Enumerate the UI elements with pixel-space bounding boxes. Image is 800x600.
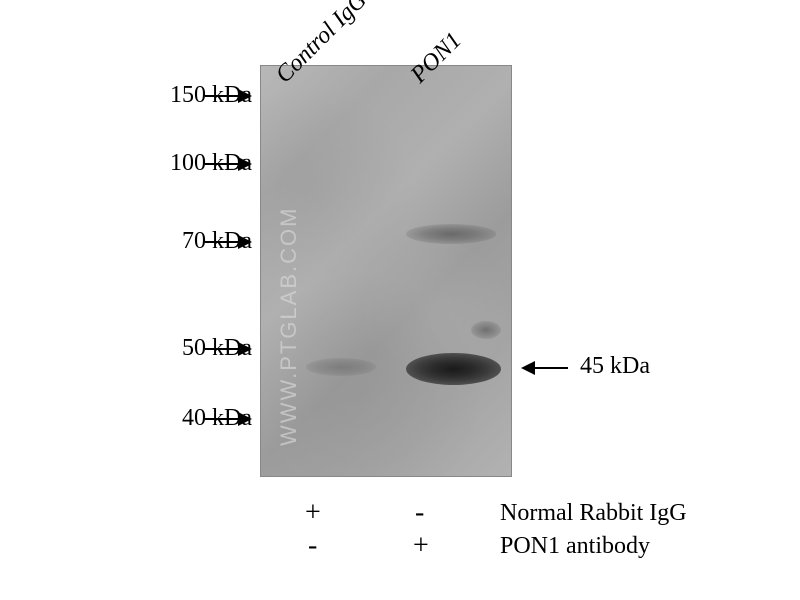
arrow-detected-band <box>518 367 568 369</box>
condition-r1-l1: + <box>305 497 321 529</box>
condition-r1-l2: - <box>415 497 424 529</box>
blot-membrane: WWW.PTGLAB.COM <box>260 65 512 477</box>
blot-figure-container: WWW.PTGLAB.COM 150 kDa 100 kDa 70 kDa 50… <box>0 0 800 600</box>
condition-r2-label: PON1 antibody <box>500 533 650 560</box>
condition-r1-label: Normal Rabbit IgG <box>500 500 687 527</box>
arrow-marker-50 <box>205 348 255 350</box>
arrow-marker-150 <box>205 95 255 97</box>
arrow-marker-40 <box>205 418 255 420</box>
band-pon1-50kda-region <box>471 321 501 339</box>
arrow-marker-70 <box>205 241 255 243</box>
condition-r2-l1: - <box>308 530 317 562</box>
detected-band-label: 45 kDa <box>580 353 650 380</box>
blot-texture <box>261 66 511 476</box>
condition-r2-l2: + <box>413 530 429 562</box>
band-pon1-45kda <box>406 353 501 385</box>
band-pon1-70kda-region <box>406 224 496 244</box>
band-control-faint <box>306 358 376 376</box>
arrow-marker-100 <box>205 163 255 165</box>
